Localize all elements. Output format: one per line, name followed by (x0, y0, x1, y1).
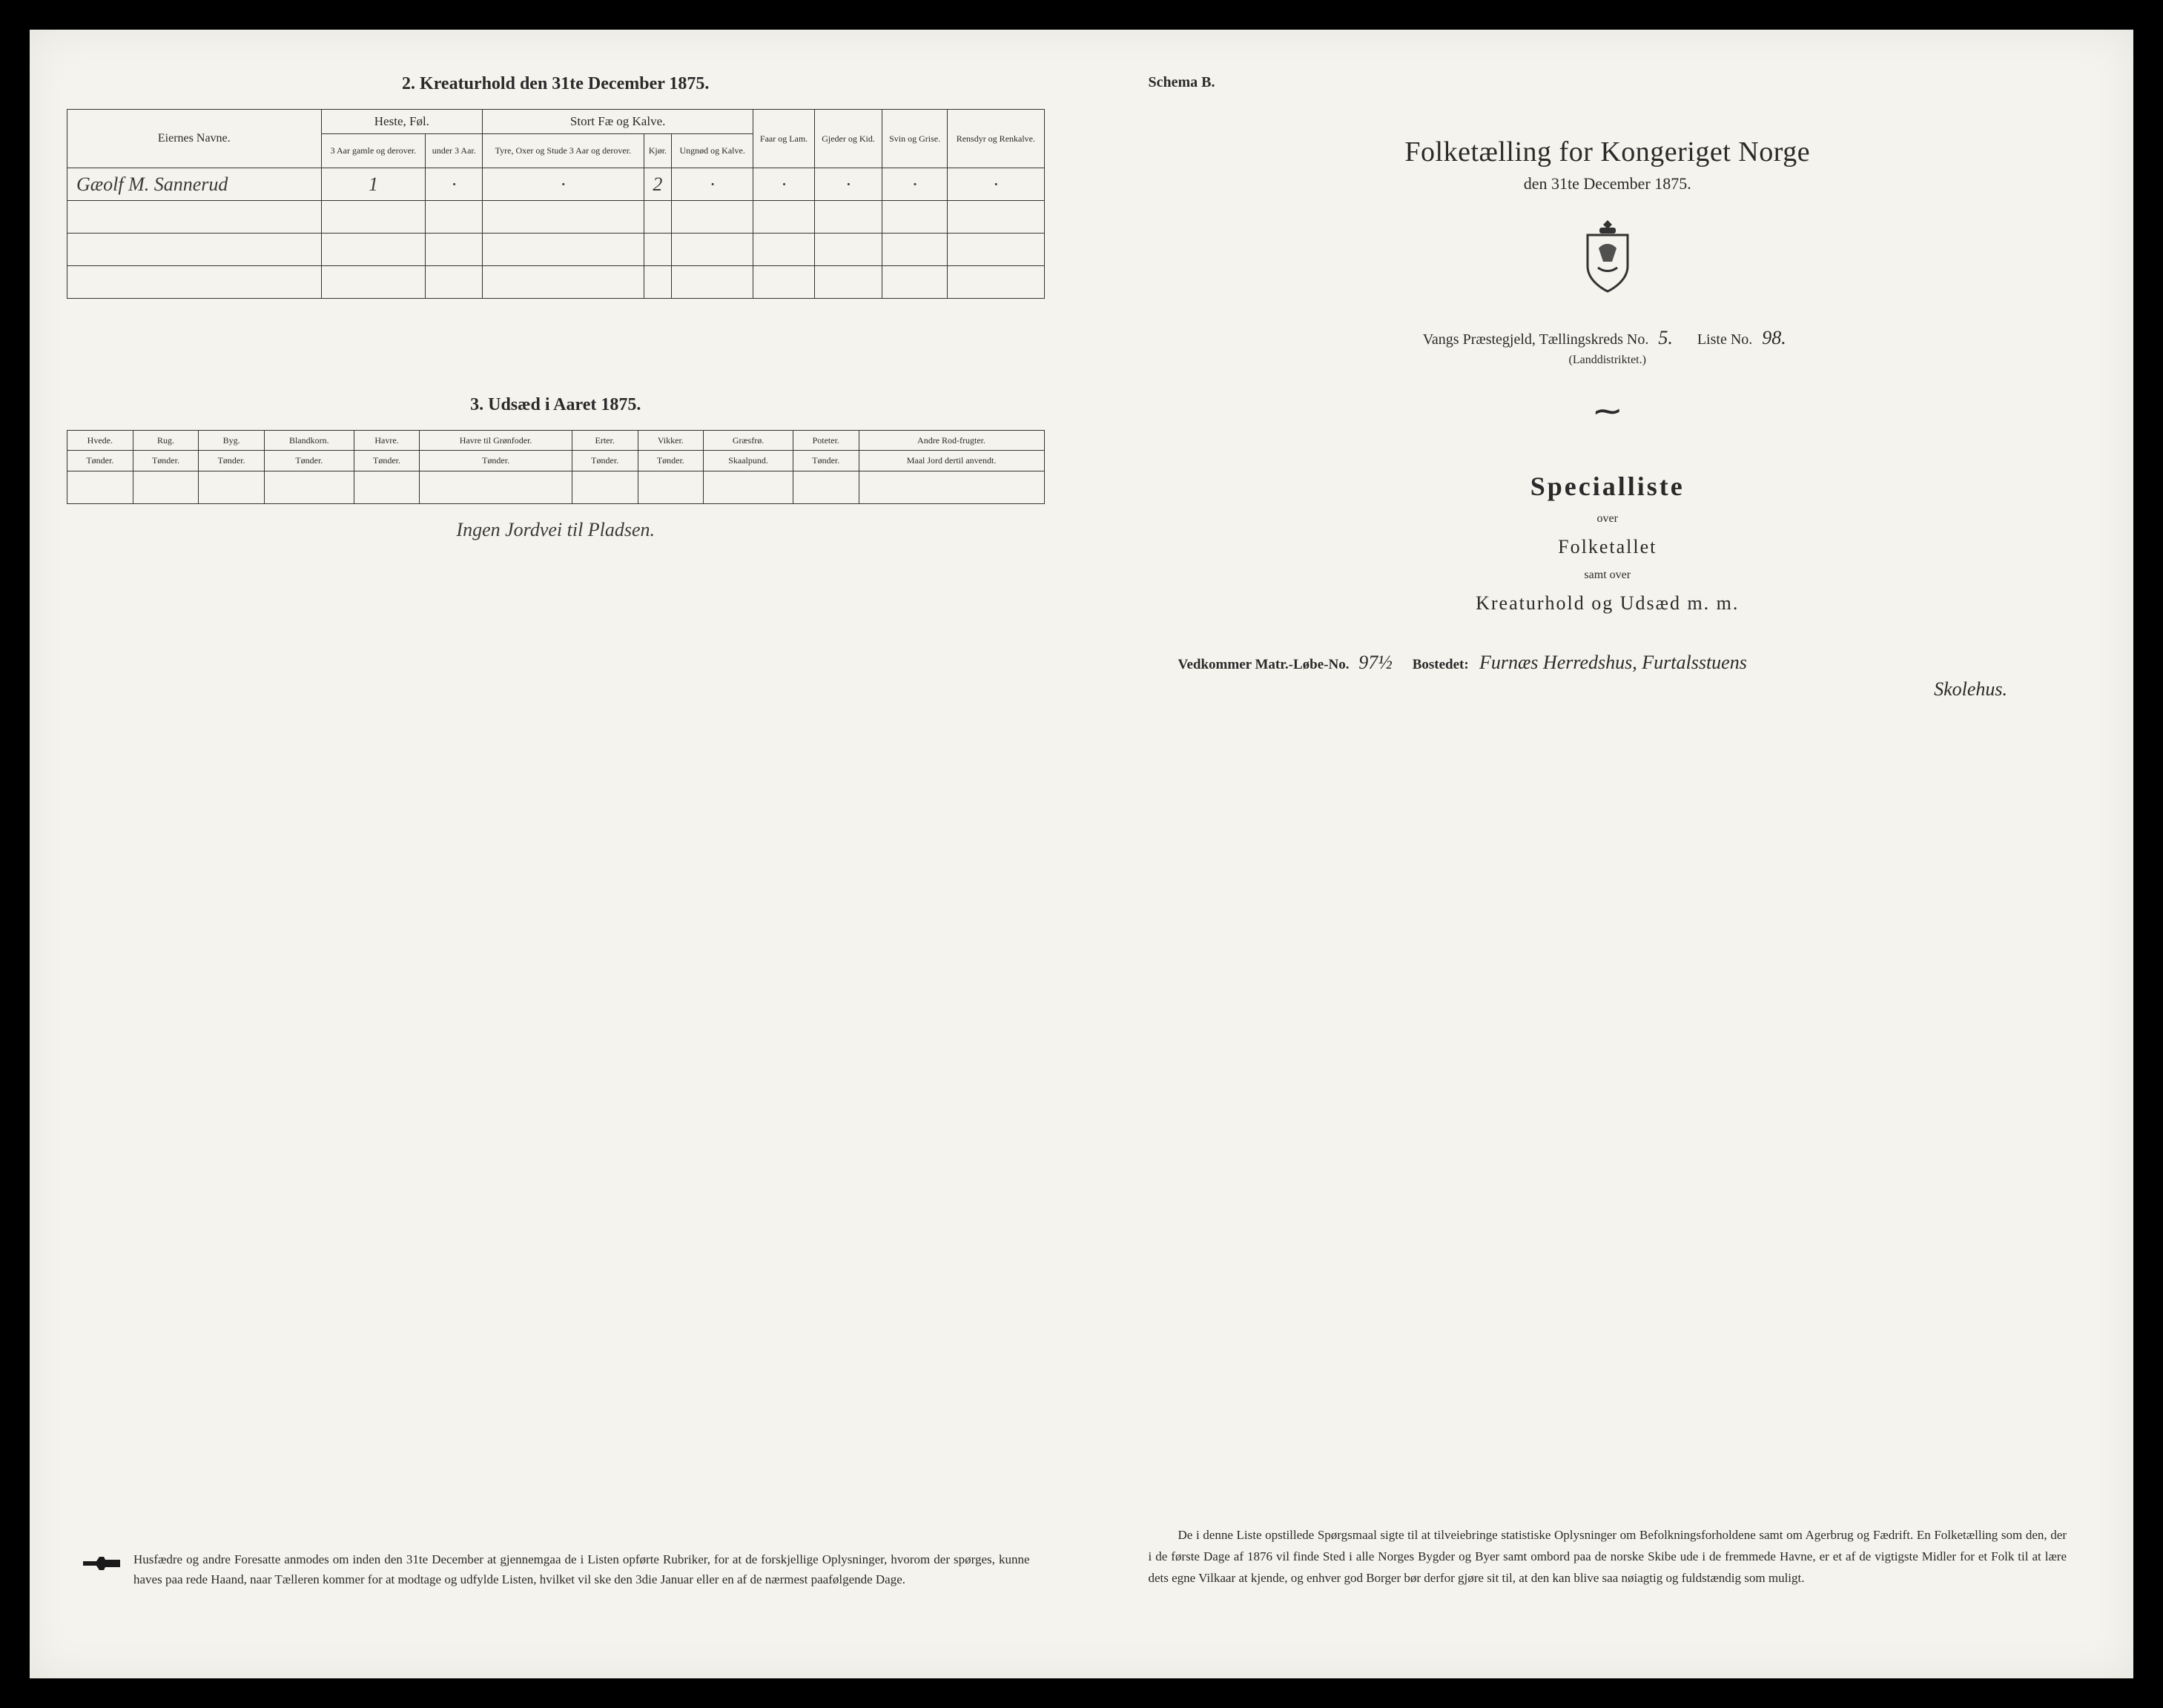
kreatur-line: Kreaturhold og Udsæd m. m. (1119, 592, 2097, 615)
specialliste-heading: Specialliste (1119, 471, 2097, 502)
crop-header: Hvede. (67, 431, 133, 451)
utsaed-note: Ingen Jordvei til Pladsen. (67, 519, 1045, 541)
landdistrikt: (Landdistriktet.) (1119, 354, 2097, 367)
unit-header: Tønder. (354, 451, 420, 471)
crop-header: Græsfrø. (704, 431, 793, 451)
samt-over-label: samt over (1119, 569, 2097, 582)
crop-header: Byg. (199, 431, 265, 451)
kreds-no: 5. (1652, 327, 1679, 348)
cell: · (814, 168, 882, 201)
rensdyr-header: Rensdyr og Renkalve. (948, 110, 1044, 168)
scan-frame: 2. Kreaturhold den 31te December 1875. E… (0, 0, 2163, 1708)
faar-header: Faar og Lam. (753, 110, 815, 168)
matr-no: 97½ (1353, 652, 1398, 673)
crop-header: Andre Rod-frugter. (859, 431, 1044, 451)
kreaturhold-table: Eiernes Navne. Heste, Føl. Stort Fæ og K… (67, 109, 1045, 299)
heste-group: Heste, Føl. (321, 110, 483, 134)
main-title: Folketælling for Kongeriget Norge (1119, 136, 2097, 168)
fae-sub3: Ungnød og Kalve. (672, 134, 753, 168)
fae-group: Stort Fæ og Kalve. (483, 110, 753, 134)
table-row (67, 201, 1045, 234)
unit-header: Tønder. (420, 451, 572, 471)
heste-sub2: under 3 Aar. (426, 134, 483, 168)
left-page: 2. Kreaturhold den 31te December 1875. E… (30, 30, 1082, 1678)
liste-label: Liste No. (1697, 331, 1752, 348)
crop-header: Havre. (354, 431, 420, 451)
table-row (67, 266, 1045, 299)
vedkommer-line: Vedkommer Matr.-Løbe-No. 97½ Bostedet: F… (1178, 652, 2097, 674)
paper-spread: 2. Kreaturhold den 31te December 1875. E… (30, 30, 2133, 1678)
crop-header: Poteter. (793, 431, 859, 451)
section3-heading: 3. Udsæd i Aaret 1875. (67, 395, 1045, 415)
bostedet-label: Bostedet: (1413, 657, 1469, 672)
left-footer-text: Husfædre og andre Foresatte anmodes om i… (133, 1549, 1030, 1589)
bostedet-value-line2: Skolehus. (1119, 678, 2097, 701)
crop-header: Vikker. (638, 431, 704, 451)
district-word: Præstegjeld, Tællingskreds No. (1463, 331, 1649, 348)
cell: · (672, 168, 753, 201)
owner-name: Gæolf M. Sannerud (67, 168, 322, 201)
pointing-hand-icon (82, 1552, 122, 1589)
table-row: Gæolf M. Sannerud 1 · · 2 · · · · · (67, 168, 1045, 201)
cell: · (882, 168, 948, 201)
sub-date: den 31te December 1875. (1119, 174, 2097, 193)
section2-heading: 2. Kreaturhold den 31te December 1875. (67, 74, 1045, 94)
liste-no: 98. (1756, 327, 1792, 348)
bostedet-value: Furnæs Herredshus, Furtalsstuens (1479, 652, 1747, 673)
over-label: over (1119, 512, 2097, 526)
unit-header: Tønder. (67, 451, 133, 471)
unit-header: Tønder. (264, 451, 354, 471)
left-footer-note: Husfædre og andre Foresatte anmodes om i… (82, 1549, 1030, 1589)
crop-header: Havre til Grønfoder. (420, 431, 572, 451)
unit-header: Maal Jord dertil anvendt. (859, 451, 1044, 471)
unit-header: Tønder. (199, 451, 265, 471)
right-footer-text: De i denne Liste opstillede Spørgsmaal s… (1149, 1525, 2067, 1589)
folketallet-heading: Folketallet (1119, 536, 2097, 558)
unit-header: Tønder. (638, 451, 704, 471)
unit-header: Tønder. (133, 451, 199, 471)
owner-header: Eiernes Navne. (67, 110, 322, 168)
crop-header: Blandkorn. (264, 431, 354, 451)
right-page: Schema B. Folketælling for Kongeriget No… (1082, 30, 2134, 1678)
coat-of-arms-icon (1119, 216, 2097, 297)
cell: · (753, 168, 815, 201)
crop-header: Erter. (572, 431, 638, 451)
cell: · (948, 168, 1044, 201)
unit-header: Skaalpund. (704, 451, 793, 471)
fae-sub2: Kjør. (644, 134, 672, 168)
heste-sub1: 3 Aar gamle og derover. (321, 134, 426, 168)
svin-header: Svin og Grise. (882, 110, 948, 168)
gjeder-header: Gjeder og Kid. (814, 110, 882, 168)
cell: 1 (321, 168, 426, 201)
table-row (67, 234, 1045, 266)
cell: · (426, 168, 483, 201)
vedkommer-label: Vedkommer Matr.-Løbe-No. (1178, 657, 1350, 672)
district-line: Vangs Præstegjeld, Tællingskreds No. 5. … (1119, 327, 2097, 349)
table-row (67, 471, 1045, 503)
dash-mark: ⁓ (1119, 397, 2097, 426)
utsaed-table: Hvede. Rug. Byg. Blandkorn. Havre. Havre… (67, 430, 1045, 504)
right-footer-note: De i denne Liste opstillede Spørgsmaal s… (1149, 1525, 2067, 1589)
cell: 2 (644, 168, 672, 201)
cell: · (483, 168, 644, 201)
crop-header: Rug. (133, 431, 199, 451)
schema-label: Schema B. (1149, 74, 2097, 91)
unit-header: Tønder. (793, 451, 859, 471)
district-prefix: Vangs (1423, 331, 1459, 348)
fae-sub1: Tyre, Oxer og Stude 3 Aar og derover. (483, 134, 644, 168)
unit-header: Tønder. (572, 451, 638, 471)
